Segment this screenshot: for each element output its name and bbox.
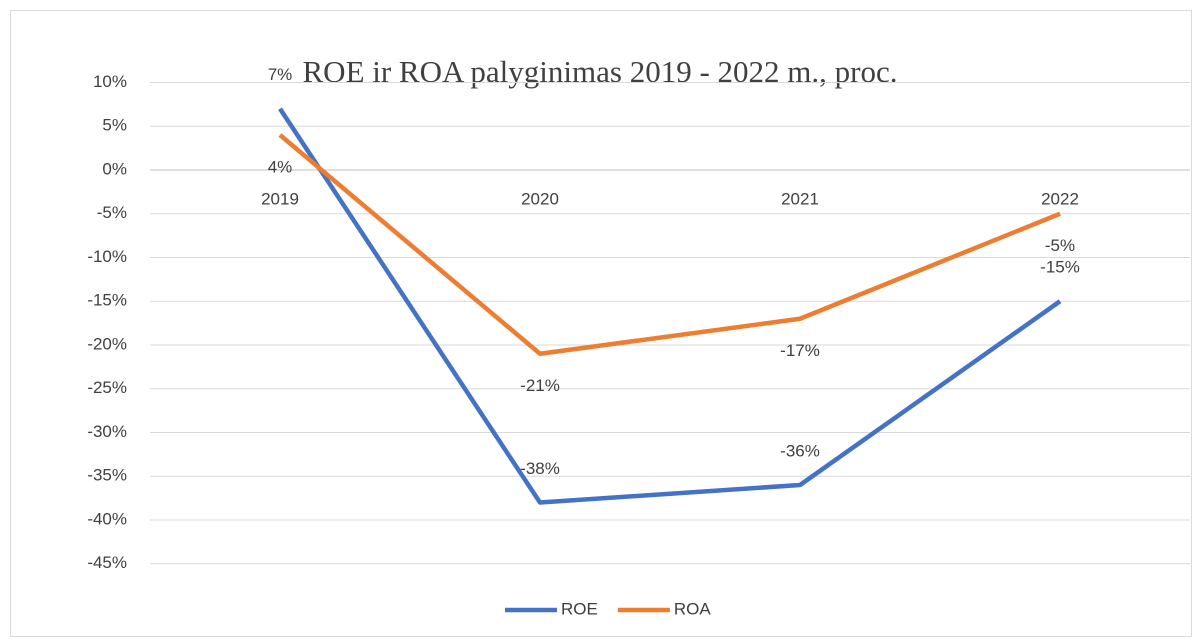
data-label: 7% bbox=[268, 65, 293, 84]
chart-border bbox=[10, 10, 1192, 637]
y-tick-label: 10% bbox=[93, 72, 127, 91]
legend-label: ROE bbox=[561, 599, 598, 618]
x-tick-label: 2022 bbox=[1041, 189, 1079, 208]
line-series bbox=[278, 107, 1062, 505]
line-series bbox=[278, 133, 1061, 356]
y-tick-label: -45% bbox=[87, 553, 127, 572]
y-tick-label: -20% bbox=[87, 334, 127, 353]
x-tick-label: 2021 bbox=[781, 189, 819, 208]
data-label: 4% bbox=[268, 157, 293, 176]
y-tick-label: -5% bbox=[97, 203, 127, 222]
y-tick-label: -15% bbox=[87, 291, 127, 310]
data-label: -36% bbox=[780, 441, 820, 460]
data-label: -15% bbox=[1040, 258, 1080, 277]
chart-title: ROE ir ROA palyginimas 2019 - 2022 m., p… bbox=[303, 54, 898, 89]
x-tick-label: 2020 bbox=[521, 189, 559, 208]
y-tick-label: -35% bbox=[87, 466, 127, 485]
data-label: -21% bbox=[520, 376, 560, 395]
legend-label: ROA bbox=[674, 599, 712, 618]
y-tick-label: 0% bbox=[102, 159, 127, 178]
y-tick-label: -25% bbox=[87, 378, 127, 397]
x-tick-label: 2019 bbox=[261, 189, 299, 208]
data-label: -5% bbox=[1045, 236, 1075, 255]
y-tick-label: 5% bbox=[102, 116, 127, 135]
y-tick-label: -30% bbox=[87, 422, 127, 441]
data-label: -38% bbox=[520, 459, 560, 478]
data-label: -17% bbox=[780, 341, 820, 360]
y-tick-label: -40% bbox=[87, 509, 127, 528]
y-tick-label: -10% bbox=[87, 247, 127, 266]
